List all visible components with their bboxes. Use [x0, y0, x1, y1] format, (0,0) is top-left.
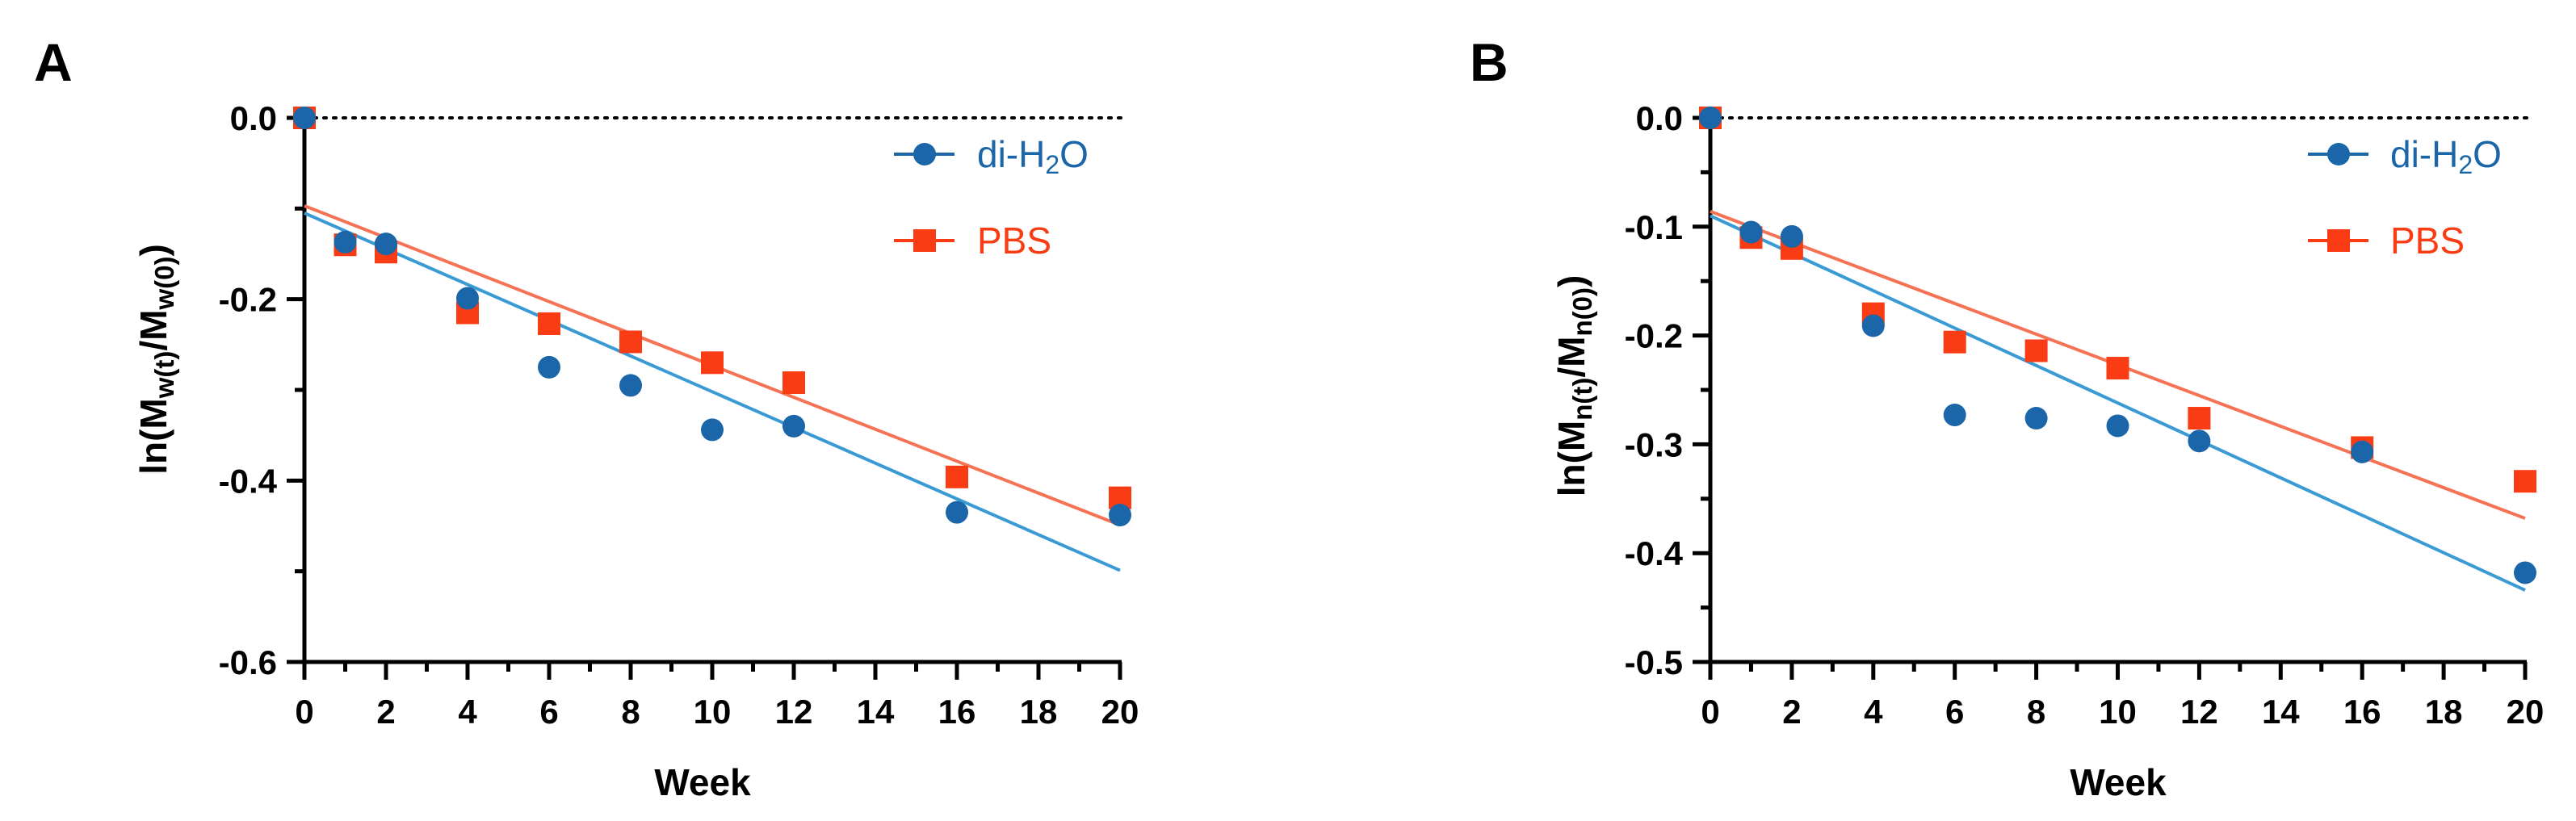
point-di-h2o-a [375, 232, 397, 256]
x-tick-label-a: 4 [458, 693, 477, 731]
x-tick-label-a: 6 [539, 693, 558, 731]
x-tick-label-b: 20 [2507, 693, 2545, 731]
fit-lines-b [1710, 210, 2526, 592]
x-tick-label-b: 2 [1782, 693, 1801, 731]
legend-a: di-H2O PBS [894, 133, 1089, 262]
x-tick-label-a: 8 [621, 693, 640, 731]
point-pbs-b [2024, 339, 2048, 362]
x-axis-title-a: Week [654, 761, 751, 803]
y-axis-title-a: ln(Mw(t)/Mw(0)) [132, 244, 179, 475]
y-tick-label-a: 0.0 [230, 99, 277, 137]
y-tick-label-a: -0.4 [219, 462, 278, 500]
y-tick-label-b: -0.1 [1625, 208, 1683, 246]
x-tick-label-a: 16 [938, 693, 976, 731]
point-di-h2o-b [2188, 429, 2211, 453]
point-di-h2o-a [334, 230, 357, 253]
x-tick-label-b: 14 [2262, 693, 2300, 731]
point-di-h2o-a [701, 418, 724, 442]
legend-pbs-label-a: PBS [977, 220, 1051, 262]
x-tick-label-a: 20 [1101, 693, 1139, 731]
point-pbs-b [1943, 330, 1966, 354]
point-di-h2o-b [1739, 220, 1763, 244]
point-di-h2o-a [619, 374, 642, 397]
x-tick-label-a: 14 [857, 693, 895, 731]
axes-b: 0.0 -0.1 -0.2 -0.3 -0.4 -0.5 0 2 4 6 8 10 12 14 16 18 20 [1625, 99, 2545, 731]
legend-di-h2o-marker-a [913, 143, 936, 165]
point-pbs-a [946, 465, 968, 488]
y-tick-label-a: -0.2 [219, 281, 277, 319]
point-di-h2o-a [456, 287, 479, 310]
point-di-h2o-b [2106, 414, 2129, 438]
panel-b: B 0.0 -0.1 -0.2 -0.3 -0.4 -0.5 0 2 4 6 8 10 12 14 16 18… [1470, 32, 2544, 803]
point-pbs-b [2514, 470, 2536, 493]
y-tick-label-b: -0.2 [1625, 317, 1683, 355]
y-axis-title-b: ln(Mn(t)/Mn(0)) [1550, 275, 1597, 497]
point-di-h2o-b [1943, 404, 1966, 427]
point-di-h2o-b [1861, 314, 1885, 337]
point-di-h2o-a [293, 107, 316, 129]
legend-pbs-label-b: PBS [2390, 220, 2465, 262]
y-tick-label-b: 0.0 [1636, 99, 1683, 137]
y-tick-label-b: -0.3 [1625, 425, 1683, 463]
x-tick-label-b: 8 [2027, 693, 2045, 731]
point-di-h2o-a [782, 414, 805, 438]
x-tick-label-b: 18 [2425, 693, 2463, 731]
x-tick-label-b: 10 [2099, 693, 2137, 731]
legend-di-h2o-marker-b [2327, 143, 2350, 165]
panel-a: A 0.0-0.2-0.4-0.60 2 4 6 8 10 12 14 16 18 20 Week … [34, 32, 1139, 803]
point-di-h2o-b [1780, 224, 1803, 248]
point-di-h2o-a [946, 501, 968, 524]
x-tick-label-a: 0 [295, 693, 313, 731]
panel-label-a: A [34, 32, 73, 92]
legend-di-h2o-label-b: di-H2O [2390, 133, 2502, 179]
x-tick-label-b: 16 [2343, 693, 2381, 731]
point-pbs-b [2106, 357, 2129, 380]
point-pbs-a [538, 312, 560, 335]
legend-pbs-marker-a [913, 229, 936, 252]
point-di-h2o-a [1109, 504, 1131, 527]
x-tick-label-a: 18 [1020, 693, 1058, 731]
y-tick-label-b: -0.4 [1625, 534, 1684, 572]
legend-b: di-H2O PBS [2308, 133, 2502, 262]
y-tick-label-a: -0.6 [219, 643, 277, 681]
fit-line-di-h2o-b [1710, 214, 2526, 592]
point-di-h2o-a [538, 355, 560, 379]
data-points-a [293, 107, 1131, 527]
x-tick-label-b: 12 [2180, 693, 2218, 731]
x-tick-label-a: 12 [775, 693, 813, 731]
point-di-h2o-b [1699, 107, 1722, 129]
point-pbs-b [2188, 407, 2211, 430]
data-points-b [1699, 107, 2536, 584]
point-pbs-a [782, 371, 805, 395]
fit-line-di-h2o-a [304, 212, 1121, 572]
axes-a: 0.0 -0.2 -0.4 -0.6 0 2 4 6 8 10 12 14 16 18 20 [219, 99, 1139, 731]
legend-pbs-marker-b [2327, 229, 2350, 252]
y-tick-label-b: -0.5 [1625, 643, 1683, 681]
x-tick-label-b: 0 [1701, 693, 1719, 731]
x-tick-label-b: 6 [1945, 693, 1964, 731]
x-tick-label-a: 10 [694, 693, 732, 731]
point-pbs-a [619, 330, 642, 354]
point-di-h2o-b [2514, 561, 2536, 584]
x-axis-title-b: Week [2070, 761, 2167, 803]
point-di-h2o-b [2351, 440, 2374, 463]
panel-label-b: B [1470, 32, 1508, 92]
x-tick-label-b: 4 [1864, 693, 1883, 731]
point-di-h2o-b [2024, 407, 2048, 430]
point-pbs-a [701, 351, 724, 375]
legend-di-h2o-label-a: di-H2O [977, 133, 1089, 179]
x-tick-label-a: 2 [376, 693, 395, 731]
